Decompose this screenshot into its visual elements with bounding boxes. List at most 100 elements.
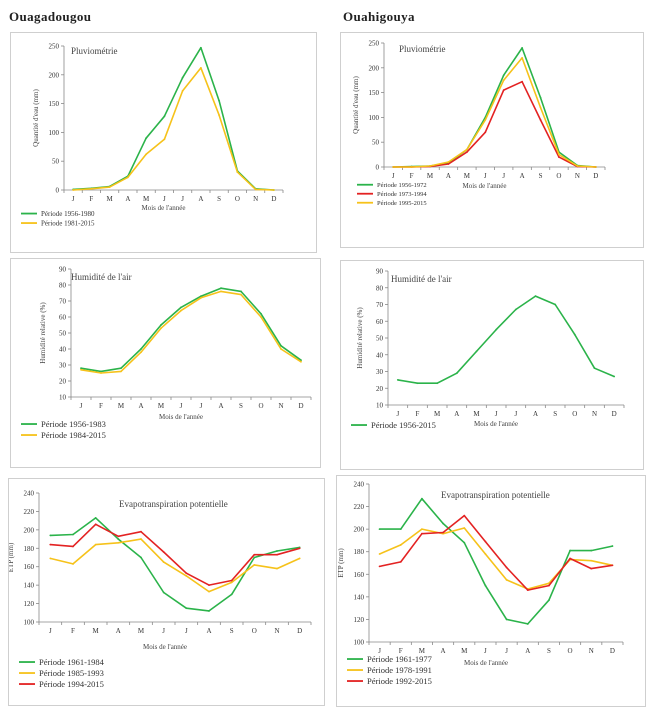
- city-title-ouahigouya: Ouahigouya: [343, 9, 415, 24]
- data-point: [208, 584, 210, 587]
- data-point: [463, 514, 466, 517]
- y-tick-label: 50: [59, 330, 67, 338]
- data-point: [465, 148, 468, 151]
- legend-label: Période 1956-1972: [377, 182, 427, 189]
- series-line: [393, 47, 596, 168]
- y-tick-label: 60: [376, 318, 384, 326]
- legend-label: Période 1973-1994: [377, 191, 427, 198]
- y-tick-label: 70: [376, 301, 384, 309]
- data-point: [230, 579, 233, 582]
- x-tick-label: F: [410, 172, 414, 180]
- data-point: [502, 74, 505, 77]
- data-point: [94, 523, 97, 526]
- data-point: [145, 153, 148, 156]
- y-tick-label: 100: [354, 639, 365, 647]
- x-tick-label: J: [502, 172, 505, 180]
- data-point: [80, 368, 82, 371]
- y-tick-label: 160: [354, 571, 365, 579]
- data-point: [442, 522, 444, 525]
- data-point: [181, 76, 184, 79]
- data-point: [442, 531, 444, 534]
- x-tick-label: D: [610, 647, 615, 655]
- data-point: [140, 538, 142, 540]
- data-point: [49, 534, 52, 537]
- x-tick-label: D: [297, 627, 302, 635]
- y-tick-label: 20: [59, 378, 67, 386]
- y-tick-label: 240: [354, 481, 365, 489]
- x-tick-label: J: [392, 172, 395, 180]
- data-point: [276, 550, 278, 552]
- data-point: [253, 556, 256, 559]
- data-point: [180, 309, 182, 312]
- data-point: [539, 106, 542, 109]
- x-tick-label: J: [185, 627, 188, 635]
- data-point: [100, 372, 102, 374]
- x-tick-label: A: [125, 195, 130, 203]
- data-point: [220, 287, 222, 290]
- x-tick-label: J: [378, 647, 381, 655]
- x-tick-label: A: [138, 402, 143, 410]
- x-tick-label: J: [505, 647, 508, 655]
- y-tick-label: 50: [372, 139, 380, 147]
- data-point: [185, 607, 188, 610]
- x-tick-label: S: [547, 647, 551, 655]
- x-tick-label: J: [200, 402, 203, 410]
- data-point: [180, 306, 182, 309]
- chart-panel-etp-ouahigouya: 100 120 140 160 180 200 220 240 J F M A M J J A S O N D Evap…: [336, 475, 646, 707]
- x-tick-label: N: [575, 172, 580, 180]
- x-tick-label: N: [253, 195, 258, 203]
- y-tick-label: 40: [59, 346, 67, 354]
- y-tick-label: 0: [376, 164, 380, 172]
- data-point: [455, 372, 458, 375]
- data-point: [534, 295, 537, 298]
- y-tick-label: 240: [24, 490, 35, 498]
- y-axis-label: Humidité relative (%): [39, 302, 47, 364]
- data-point: [162, 551, 165, 553]
- data-point: [80, 367, 82, 370]
- data-point: [260, 312, 262, 315]
- x-tick-label: J: [72, 195, 75, 203]
- x-tick-label: S: [539, 172, 543, 180]
- series-line: [379, 514, 613, 591]
- data-point: [399, 544, 402, 546]
- x-tick-label: D: [593, 172, 598, 180]
- data-point: [526, 623, 529, 625]
- data-point: [254, 188, 257, 191]
- x-axis-label: Mois de l'année: [143, 643, 187, 651]
- data-point: [300, 360, 302, 363]
- data-point: [117, 538, 120, 540]
- data-point: [162, 591, 165, 594]
- x-tick-label: N: [278, 402, 283, 410]
- data-point: [521, 47, 524, 49]
- data-point: [253, 563, 256, 566]
- data-point: [554, 303, 557, 306]
- x-tick-label: J: [162, 627, 165, 635]
- data-point: [573, 333, 576, 336]
- chart-svg: 10 20 30 40 50 60 70 80 90 J F M A M J J A S O N D Humidité d…: [351, 268, 625, 430]
- legend-label: Période 1956-2015: [371, 420, 436, 430]
- data-point: [378, 553, 381, 555]
- y-tick-label: 250: [49, 43, 60, 51]
- data-point: [200, 296, 202, 299]
- data-point: [117, 541, 120, 544]
- x-tick-label: N: [592, 410, 597, 418]
- data-point: [72, 563, 74, 565]
- x-tick-label: A: [116, 627, 121, 635]
- data-point: [502, 89, 505, 92]
- data-point: [539, 96, 542, 99]
- x-tick-label: M: [118, 402, 125, 410]
- data-point: [276, 567, 278, 570]
- data-point: [72, 533, 74, 536]
- data-point: [72, 545, 74, 548]
- x-tick-label: J: [495, 410, 498, 418]
- data-point: [199, 46, 202, 49]
- data-point: [140, 348, 142, 350]
- data-point: [447, 163, 450, 165]
- x-tick-label: D: [271, 195, 276, 203]
- data-point: [399, 560, 402, 563]
- x-tick-label: O: [556, 172, 561, 180]
- legend-label: Période 1985-1993: [39, 668, 104, 678]
- x-tick-label: D: [298, 402, 303, 410]
- data-point: [378, 528, 381, 531]
- x-tick-label: J: [484, 172, 487, 180]
